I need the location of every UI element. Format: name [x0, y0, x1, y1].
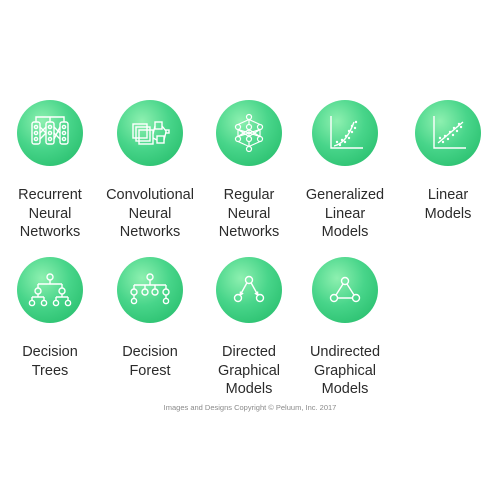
label-line: Generalized	[305, 187, 385, 203]
item-label: Decision Forest	[95, 343, 205, 380]
label-line: Trees	[31, 362, 69, 379]
item-decision-forest: Decision Forest	[95, 257, 205, 380]
undirected-graph-icon	[329, 276, 361, 303]
scatter-regression-circle	[312, 100, 378, 166]
decision-forest-icon	[130, 273, 170, 305]
decision-tree-icon	[28, 273, 72, 307]
label-line: Networks	[218, 224, 280, 240]
neural-network-circle	[216, 100, 282, 166]
label-line: Models	[321, 381, 369, 397]
undirected-graph-circle	[312, 257, 378, 323]
item-label: Regular Neural Networks	[194, 186, 304, 242]
recurrent-network-icon	[31, 116, 69, 145]
label-line: Recurrent	[18, 187, 82, 203]
copyright-text: Images and Designs Copyright © Peluum, I…	[163, 403, 337, 412]
item-label: Directed Graphical Models	[194, 343, 304, 399]
label-line: Decision	[122, 344, 178, 360]
item-decision-trees: Decision Trees	[0, 257, 105, 380]
item-label: Decision Trees	[0, 343, 105, 380]
scatter-linear-circle	[415, 100, 481, 166]
item-directed-graphical-models: Directed Graphical Models	[194, 257, 304, 399]
item-convolutional-neural-networks: Convolutional Neural Networks	[95, 100, 205, 242]
label-line: Networks	[119, 224, 181, 240]
label-line: Models	[424, 205, 472, 222]
item-recurrent-neural-networks: Recurrent Neural Networks	[0, 100, 105, 242]
scatter-linear-icon	[433, 116, 466, 149]
item-label: Undirected Graphical Models	[290, 343, 400, 399]
decision-tree-circle	[17, 257, 83, 323]
label-line: Neural	[128, 205, 172, 222]
convolutional-network-icon	[132, 121, 170, 145]
label-line: Convolutional	[106, 187, 194, 203]
label-line: Graphical	[217, 362, 281, 379]
neural-network-icon	[234, 113, 264, 153]
label-line: Forest	[129, 362, 171, 379]
label-line: Regular	[223, 187, 275, 203]
label-line: Neural	[227, 205, 271, 222]
item-label: Linear Models	[393, 186, 500, 223]
item-generalized-linear-models: Generalized Linear Models	[290, 100, 400, 242]
label-line: Networks	[19, 224, 81, 240]
item-linear-models: Linear Models	[393, 100, 500, 223]
convolutional-network-circle	[117, 100, 183, 166]
item-undirected-graphical-models: Undirected Graphical Models	[290, 257, 400, 399]
label-line: Graphical	[313, 362, 377, 379]
label-line: Undirected	[309, 344, 381, 360]
item-label: Recurrent Neural Networks	[0, 186, 105, 242]
label-line: Neural	[28, 205, 72, 222]
directed-graph-icon	[233, 275, 265, 303]
item-label: Convolutional Neural Networks	[95, 186, 205, 242]
item-label: Generalized Linear Models	[290, 186, 400, 242]
scatter-regression-icon	[330, 116, 363, 149]
label-line: Linear	[427, 187, 469, 203]
item-regular-neural-networks: Regular Neural Networks	[194, 100, 304, 242]
recurrent-network-circle	[17, 100, 83, 166]
directed-graph-circle	[216, 257, 282, 323]
label-line: Linear	[324, 205, 366, 222]
label-line: Models	[225, 381, 273, 397]
label-line: Decision	[22, 344, 78, 360]
decision-forest-circle	[117, 257, 183, 323]
label-line: Directed	[222, 344, 276, 360]
label-line: Models	[321, 224, 369, 240]
